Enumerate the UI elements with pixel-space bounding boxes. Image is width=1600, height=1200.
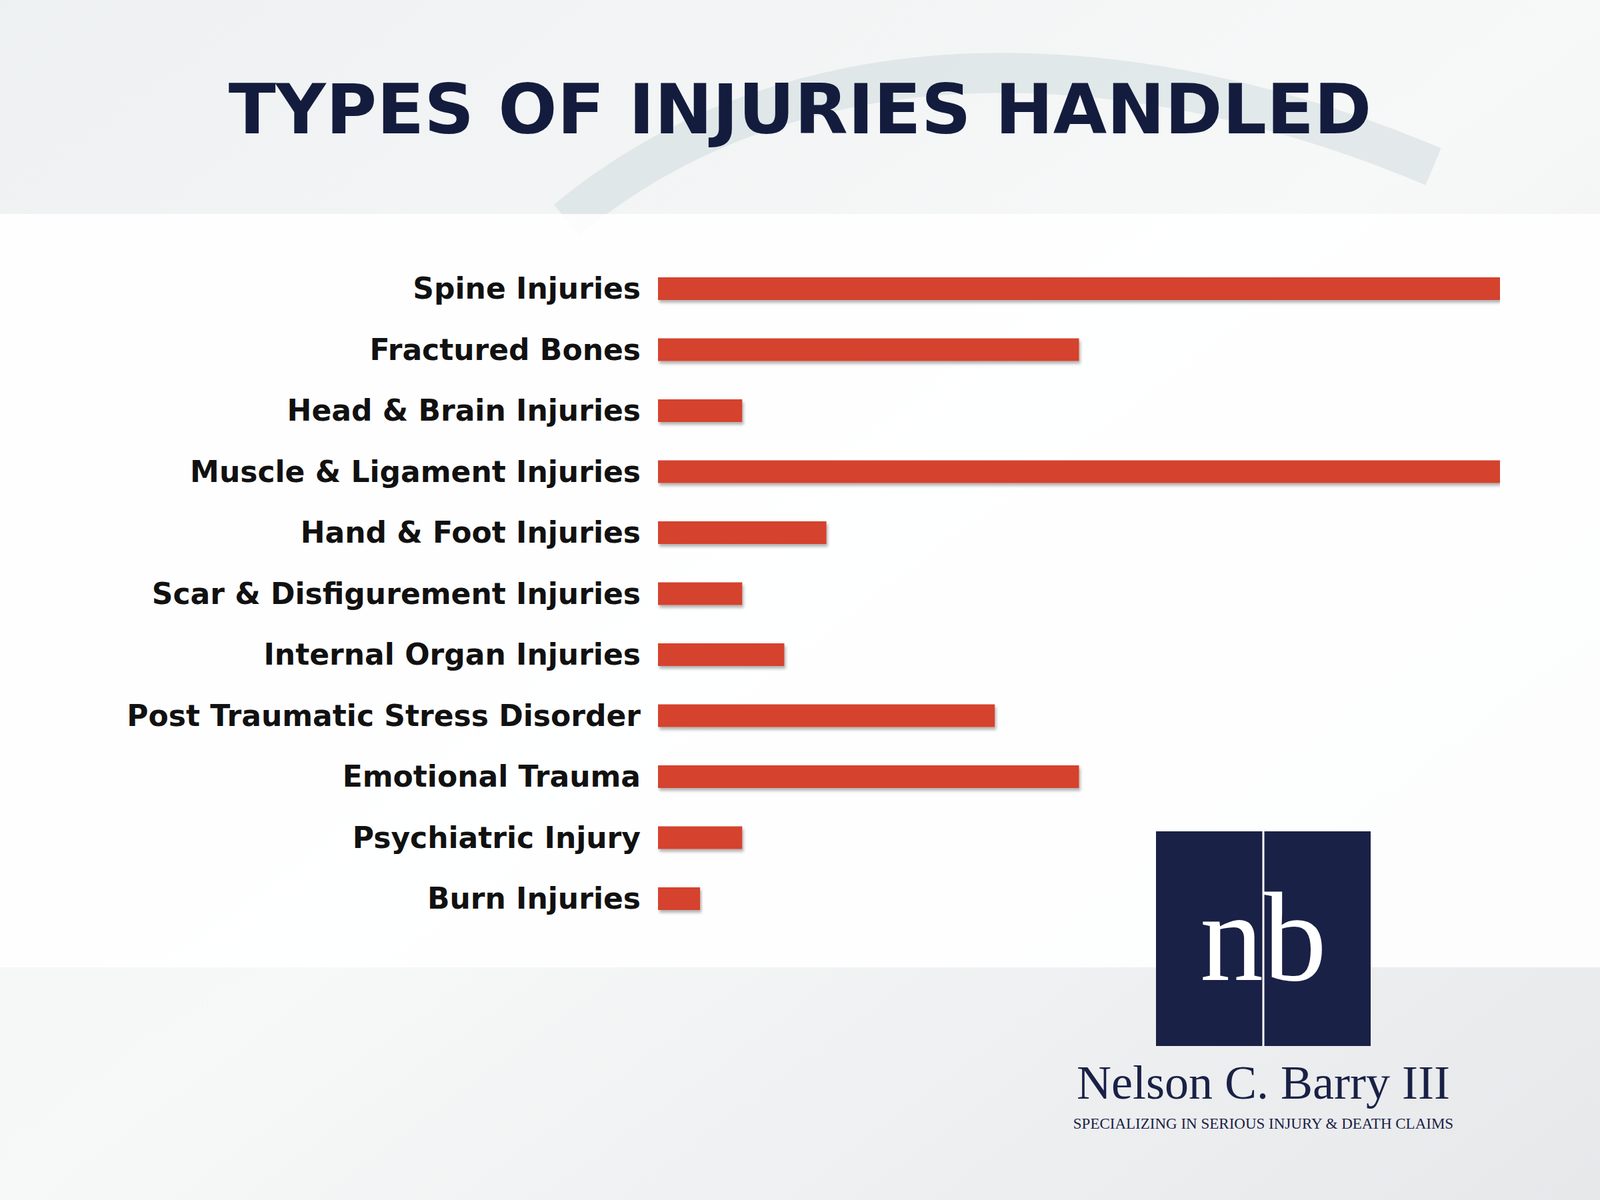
bar [658, 887, 700, 910]
logo-name: Nelson C. Barry III [1076, 1056, 1450, 1110]
logo-box [1156, 831, 1371, 1046]
category-label: Hand & Foot Injuries [300, 515, 641, 550]
background [0, 0, 1600, 1200]
category-label: Burn Injuries [427, 881, 641, 916]
bars [658, 277, 1500, 910]
bar [658, 826, 742, 850]
category-label: Post Traumatic Stress Disorder [126, 698, 641, 733]
bar [658, 765, 1080, 788]
bar [658, 338, 1080, 362]
logo-initials: nb [1200, 867, 1327, 1008]
title: TYPES OF INJURIES HANDLED [228, 68, 1372, 150]
category-label: Muscle & Ligament Injuries [190, 454, 641, 489]
category-label: Head & Brain Injuries [287, 393, 641, 428]
category-label: Spine Injuries [412, 271, 641, 306]
chart-svg: TYPES OF INJURIES HANDLED Spine Injuries F… [0, 0, 1600, 1200]
category-label: Emotional Trauma [342, 759, 641, 794]
bar [658, 460, 1500, 484]
bar [658, 704, 995, 728]
bar [658, 521, 827, 544]
bar [658, 582, 742, 606]
category-label: Fractured Bones [369, 332, 641, 367]
bar [658, 643, 784, 666]
bar [658, 399, 742, 422]
category-label: Psychiatric Injury [352, 820, 641, 855]
category-label: Internal Organ Injuries [263, 637, 641, 672]
logo: nb Nelson C. Barry III SPECIALIZING IN SER… [1073, 831, 1454, 1132]
logo-tagline: SPECIALIZING IN SERIOUS INJURY & DEATH C… [1073, 1115, 1454, 1132]
chart-root: TYPES OF INJURIES HANDLED Spine Injuries F… [0, 0, 1600, 1200]
category-label: Scar & Disfigurement Injuries [152, 576, 641, 611]
category-labels: Spine Injuries Fractured Bones Head & Brai… [126, 271, 641, 916]
bar [658, 277, 1500, 300]
